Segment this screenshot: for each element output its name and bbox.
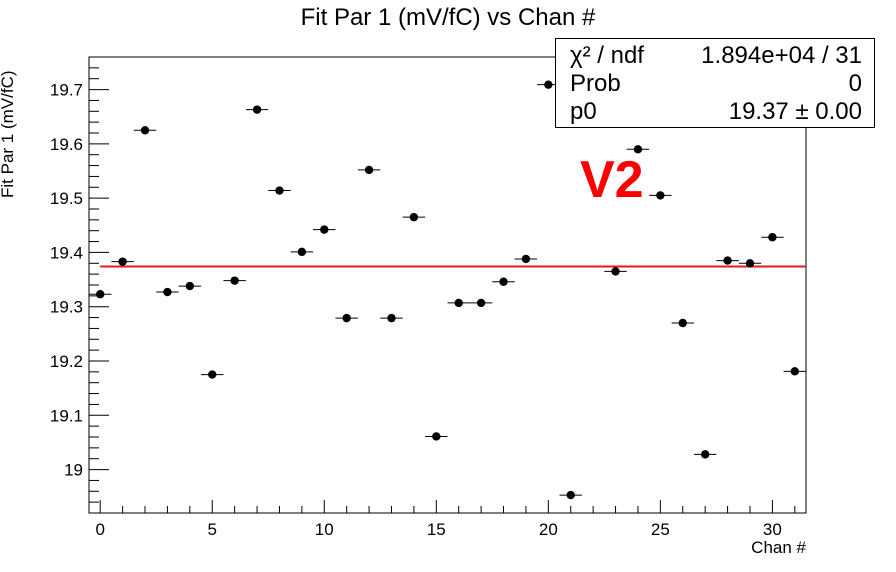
x-tick-label: 30 (763, 520, 782, 539)
data-point (96, 290, 105, 299)
data-point (544, 80, 553, 89)
stats-row-chi2: χ² / ndf 1.894e+04 / 31 (570, 41, 862, 71)
data-point (723, 256, 732, 265)
stats-value: 19.37 ± 0.00 (728, 98, 862, 125)
stats-value: 1.894e+04 / 31 (701, 42, 862, 69)
data-point (790, 367, 799, 376)
data-point (409, 212, 419, 222)
y-tick-label: 19.4 (50, 243, 83, 262)
data-point (656, 191, 665, 200)
data-point (768, 233, 777, 242)
x-tick-label: 25 (651, 520, 670, 539)
x-axis-label: Chan # (751, 538, 806, 557)
data-point (185, 281, 195, 291)
stats-row-prob: Prob 0 (570, 69, 862, 99)
data-point (275, 186, 284, 195)
data-point (252, 105, 262, 114)
stats-key: χ² / ndf (570, 42, 644, 69)
stats-value: 0 (848, 70, 862, 97)
x-tick-label: 10 (315, 520, 334, 539)
data-point (230, 276, 239, 285)
y-tick-label: 19.2 (50, 352, 83, 371)
y-tick-label: 19.6 (50, 135, 83, 154)
chart-title: Fit Par 1 (mV/fC) vs Chan # (300, 4, 596, 31)
axis-ticks (89, 56, 796, 514)
version-annotation: V2 (580, 151, 644, 209)
data-point (387, 313, 396, 323)
data-point (342, 313, 351, 323)
y-tick-label: 19.1 (50, 406, 83, 425)
data-point (499, 277, 508, 286)
data-point (208, 370, 217, 379)
x-tick-label: 15 (427, 520, 446, 539)
tick-labels: 0 5 10 15 20 25 30 19 19.1 19.2 19.3 19.4 19.5 19.6 19… (50, 81, 782, 539)
data-points (89, 80, 806, 500)
data-point (297, 247, 307, 257)
x-tick-label: 5 (208, 520, 217, 539)
stats-box: χ² / ndf 1.894e+04 / 31 Prob 0 p0 19.37 … (555, 38, 875, 128)
x-tick-label: 20 (539, 520, 558, 539)
data-point (118, 257, 127, 266)
y-tick-label: 19.3 (50, 298, 83, 317)
data-point (140, 126, 150, 135)
data-point (454, 298, 463, 308)
data-point (566, 490, 575, 500)
data-point (745, 259, 755, 268)
data-point (700, 450, 710, 459)
stats-key: Prob (570, 70, 621, 97)
data-point (320, 225, 329, 234)
data-point (163, 287, 172, 297)
y-tick-label: 19 (64, 461, 83, 480)
data-point (611, 267, 620, 276)
y-axis-label: Fit Par 1 (mV/fC) (0, 70, 17, 198)
data-point (521, 254, 531, 264)
data-point (678, 318, 687, 328)
data-point (633, 145, 643, 154)
data-point (432, 432, 441, 441)
stats-key: p0 (570, 98, 597, 125)
stats-row-p0: p0 19.37 ± 0.00 (570, 97, 862, 127)
data-point (476, 298, 486, 308)
data-point (364, 165, 374, 175)
y-tick-label: 19.5 (50, 189, 83, 208)
y-tick-label: 19.7 (50, 81, 83, 100)
x-tick-label: 0 (95, 520, 104, 539)
